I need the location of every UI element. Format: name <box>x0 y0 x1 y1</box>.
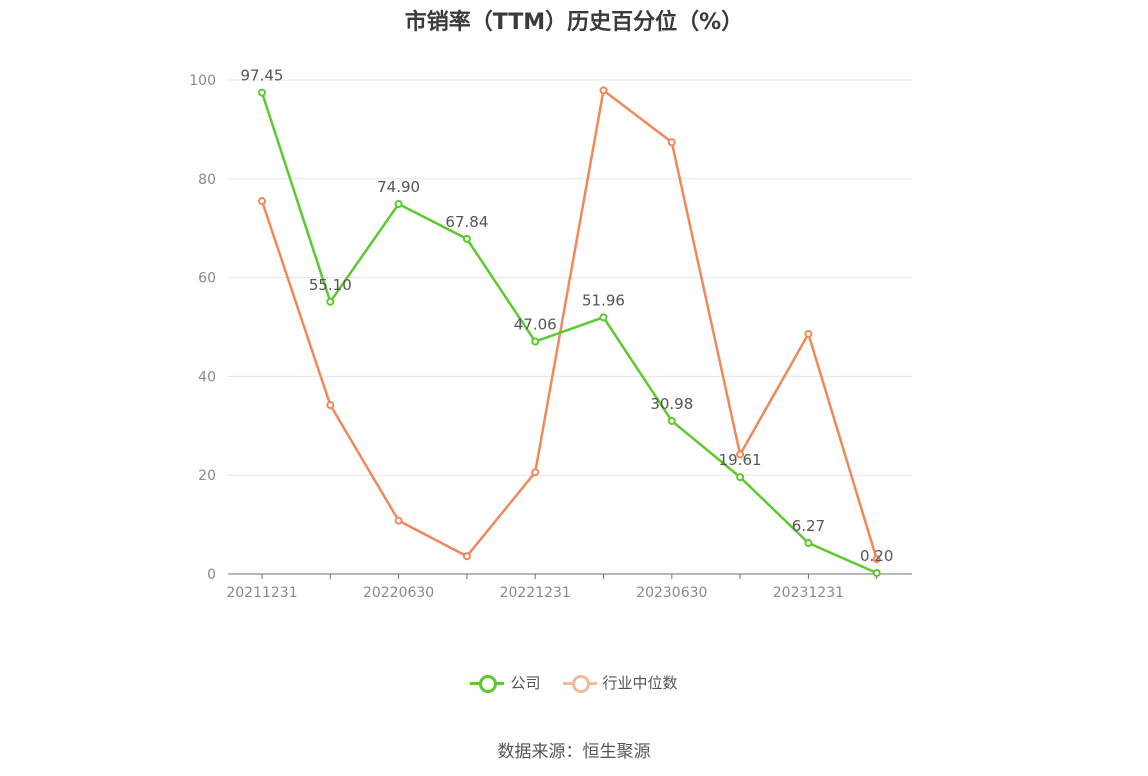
data-label-company: 6.27 <box>792 517 825 535</box>
data-source-note: 数据来源：恒生聚源 <box>497 742 651 762</box>
y-tick-label: 100 <box>189 73 216 89</box>
legend-company-label: 公司 <box>510 674 541 692</box>
data-label-company: 67.84 <box>445 213 488 231</box>
legend-company-swatch-icon <box>470 673 505 693</box>
data-point-company <box>599 313 608 322</box>
data-point-company <box>531 337 540 346</box>
data-label-company: 74.90 <box>377 178 420 196</box>
data-point-industry <box>531 468 540 477</box>
x-tick-label: 20220630 <box>363 585 434 601</box>
data-point-industry <box>462 552 471 561</box>
y-tick-label: 60 <box>198 271 216 287</box>
legend-industry-swatch-icon <box>562 673 597 693</box>
legend-industry-label: 行业中位数 <box>602 674 678 692</box>
data-label-company: 19.61 <box>719 451 762 469</box>
data-point-industry <box>872 555 881 564</box>
legend-item-industry[interactable]: 行业中位数 <box>562 672 678 693</box>
data-point-company <box>667 416 676 425</box>
data-label-company: 51.96 <box>582 291 625 309</box>
data-label-company: 55.10 <box>309 276 352 294</box>
series-line-company <box>260 92 878 575</box>
data-point-industry <box>736 450 745 459</box>
data-point-industry <box>804 329 813 338</box>
data-point-company <box>258 88 266 97</box>
y-tick-label: 40 <box>198 369 216 385</box>
legend-item-company[interactable]: 公司 <box>470 672 541 693</box>
x-tick-label: 20231231 <box>773 585 844 601</box>
series-line-industry <box>260 89 878 560</box>
chart-title: 市销率（TTM）历史百分位（%） <box>404 10 744 35</box>
legend: 公司 行业中位数 <box>0 672 1148 693</box>
data-label-company: 30.98 <box>650 395 693 413</box>
data-point-industry <box>667 138 676 147</box>
data-point-industry <box>258 197 266 206</box>
x-tick-label: 20211231 <box>226 585 297 601</box>
x-tick-label: 20221231 <box>500 585 571 601</box>
y-tick-label: 0 <box>207 567 216 583</box>
data-point-industry <box>326 401 335 410</box>
data-point-company <box>736 473 745 482</box>
data-point-company <box>462 234 471 243</box>
data-label-company: 97.45 <box>241 67 284 85</box>
y-tick-label: 80 <box>198 172 216 188</box>
data-label-company: 0.20 <box>860 547 893 565</box>
x-tick-label: 20230630 <box>636 585 707 601</box>
y-tick-label: 20 <box>198 468 216 484</box>
data-point-industry <box>394 516 403 525</box>
data-point-industry <box>599 86 608 95</box>
data-point-company <box>804 539 813 548</box>
data-label-company: 47.06 <box>514 316 557 334</box>
data-point-company <box>872 569 881 578</box>
data-point-company <box>326 297 335 306</box>
data-point-company <box>394 199 403 208</box>
